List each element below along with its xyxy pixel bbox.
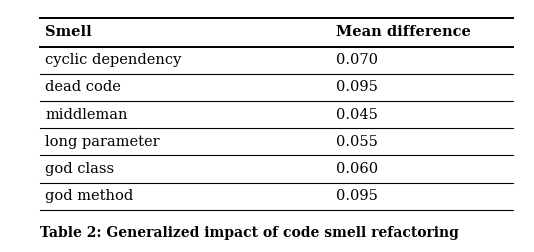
Text: 0.060: 0.060 (336, 162, 379, 176)
Text: Smell: Smell (45, 25, 92, 39)
Text: dead code: dead code (45, 80, 121, 94)
Text: Mean difference: Mean difference (336, 25, 472, 39)
Text: 0.095: 0.095 (336, 80, 378, 94)
Text: 0.055: 0.055 (336, 135, 378, 149)
Text: 0.095: 0.095 (336, 189, 378, 203)
Text: 0.070: 0.070 (336, 53, 379, 67)
Text: middleman: middleman (45, 108, 128, 122)
Text: god class: god class (45, 162, 114, 176)
Text: god method: god method (45, 189, 134, 203)
Text: 0.045: 0.045 (336, 108, 378, 122)
Text: cyclic dependency: cyclic dependency (45, 53, 182, 67)
Text: long parameter: long parameter (45, 135, 160, 149)
Text: Table 2: Generalized impact of code smell refactoring: Table 2: Generalized impact of code smel… (40, 226, 459, 240)
